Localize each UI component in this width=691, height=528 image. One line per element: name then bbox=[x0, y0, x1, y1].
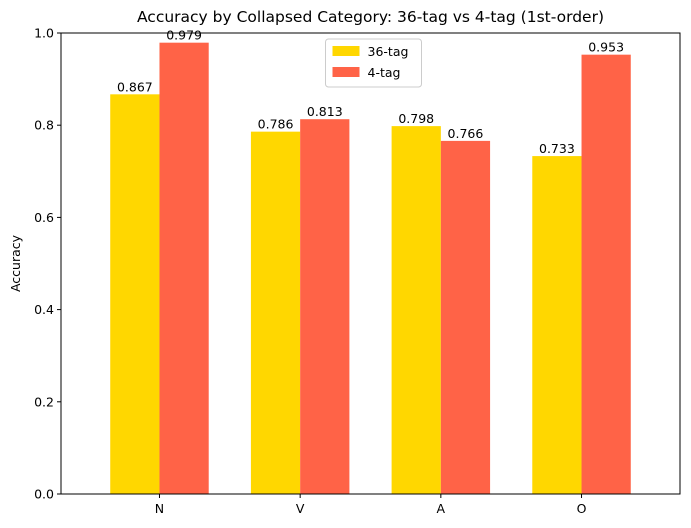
x-tick-label: A bbox=[437, 501, 446, 516]
data-label: 0.867 bbox=[117, 79, 153, 94]
y-tick-label: 0.4 bbox=[34, 302, 54, 317]
y-tick-label: 0.2 bbox=[34, 394, 54, 409]
bar-4tag-v bbox=[300, 119, 350, 494]
bar-4tag-o bbox=[581, 54, 631, 495]
legend-label: 36-tag bbox=[368, 44, 409, 59]
bar-36tag-v bbox=[250, 131, 301, 495]
data-labels-group: 0.867 0.979 0.786 0.813 0.798 0.766 0.733 0.953 bbox=[117, 28, 624, 156]
data-label: 0.786 bbox=[258, 117, 294, 132]
legend-swatch bbox=[332, 46, 360, 56]
chart-title: Accuracy by Collapsed Category: 36-tag v… bbox=[137, 8, 604, 26]
x-tick-label: V bbox=[296, 501, 305, 516]
y-tick-label: 1.0 bbox=[34, 26, 54, 41]
legend-swatch bbox=[332, 67, 360, 77]
x-tick-label: O bbox=[577, 501, 587, 516]
data-label: 0.798 bbox=[398, 111, 434, 126]
data-label: 0.813 bbox=[307, 104, 343, 119]
bar-36tag-n bbox=[110, 94, 160, 495]
plot-frame bbox=[60, 32, 681, 495]
y-axis-ticks: 0.0 0.2 0.4 0.6 0.8 1.0 bbox=[34, 26, 61, 502]
data-label: 0.733 bbox=[539, 141, 575, 156]
bar-4tag-n bbox=[159, 42, 209, 494]
bar-36tag-a bbox=[391, 126, 441, 494]
bars-group bbox=[110, 42, 631, 495]
data-label: 0.953 bbox=[588, 40, 624, 55]
y-tick-label: 0.8 bbox=[34, 118, 54, 133]
data-label: 0.766 bbox=[448, 126, 484, 141]
legend-label: 4-tag bbox=[368, 65, 401, 80]
x-tick-label: N bbox=[155, 501, 164, 516]
data-label: 0.979 bbox=[166, 28, 202, 43]
bar-36tag-o bbox=[532, 156, 582, 494]
y-axis-label: Accuracy bbox=[8, 234, 23, 292]
legend: 36-tag 4-tag bbox=[325, 38, 422, 88]
y-tick-label: 0.6 bbox=[34, 210, 54, 225]
bar-4tag-a bbox=[440, 140, 491, 494]
y-tick-label: 0.0 bbox=[34, 487, 54, 502]
